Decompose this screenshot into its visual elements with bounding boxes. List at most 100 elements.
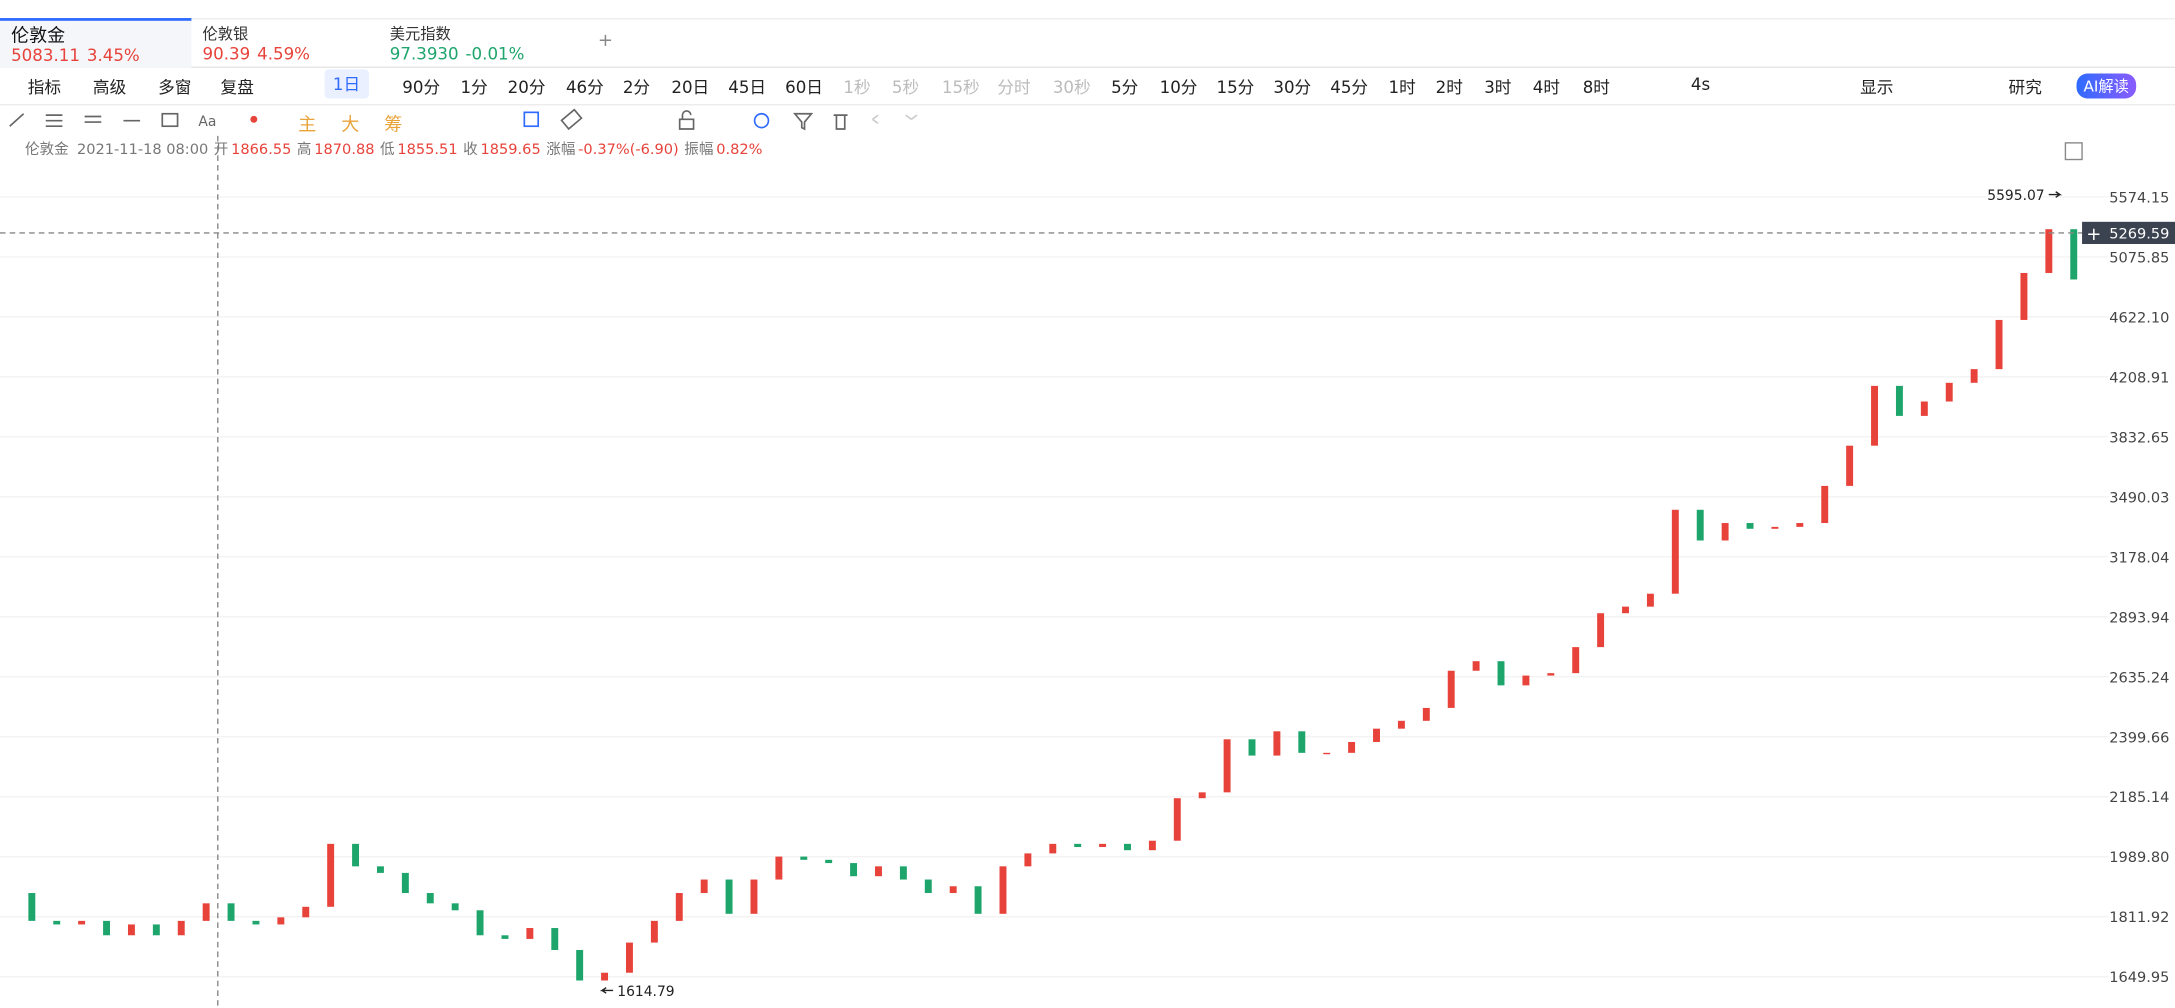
y-tick-label: 2185.14: [2109, 789, 2169, 806]
crosshair-price: 5269.59: [2109, 225, 2169, 242]
tab-quote: 97.3930 -0.01%: [390, 44, 525, 63]
toolbar-button[interactable]: 5分: [1111, 77, 1139, 98]
toolbar-button[interactable]: 研究: [2008, 77, 2042, 98]
icon[interactable]: Aa: [198, 114, 216, 130]
add-tab[interactable]: +: [597, 30, 613, 52]
candle: [177, 920, 185, 936]
icon[interactable]: [793, 112, 814, 131]
tab[interactable]: 伦敦金 5083.11 3.45%: [0, 18, 192, 68]
chip-tool[interactable]: 主: [298, 115, 317, 136]
candle: [501, 935, 509, 939]
candle: [1895, 385, 1903, 416]
field-value: 0.82%: [716, 141, 763, 159]
toolbar-button[interactable]: 指标: [27, 77, 62, 98]
crosshair-plus: +: [2086, 224, 2101, 245]
candle: [327, 843, 335, 907]
toolbar-button[interactable]: 5秒: [891, 77, 920, 98]
tab-change: -0.01%: [465, 44, 525, 64]
candle: [1871, 385, 1878, 446]
candle: [1099, 843, 1107, 848]
toolbar-button[interactable]: 20分: [507, 77, 546, 98]
candle: [825, 859, 833, 864]
toolbar-button[interactable]: 90分: [402, 77, 441, 98]
toolbar-button[interactable]: 1秒: [843, 77, 871, 98]
candle: [127, 924, 135, 936]
toolbar-button[interactable]: 高级: [92, 77, 127, 98]
tab-quote: 5083.11 3.45%: [11, 46, 140, 65]
toolbar-button[interactable]: 2时: [1435, 77, 1463, 98]
icon[interactable]: [871, 114, 918, 125]
candle: [1771, 526, 1779, 529]
toolbar-button[interactable]: 45日: [728, 77, 767, 98]
toolbar-button[interactable]: 显示: [1860, 77, 1894, 98]
toolbar-button[interactable]: 1分: [460, 77, 488, 98]
candle: [1572, 647, 1580, 674]
candle: [1547, 673, 1555, 676]
candle: [1721, 523, 1729, 541]
icon[interactable]: [45, 114, 63, 128]
candle: [551, 928, 559, 950]
tab-quote: 90.39 4.59%: [203, 44, 310, 63]
icon[interactable]: [9, 113, 25, 127]
toolbar-button[interactable]: 30分: [1273, 77, 1312, 98]
icon[interactable]: [523, 111, 540, 128]
toolbar-button[interactable]: 多窗: [158, 77, 192, 98]
field-label: 低: [380, 141, 395, 159]
icon[interactable]: [84, 115, 102, 123]
field-value: 1855.51: [397, 141, 458, 159]
tab-price: 5083.11: [11, 45, 80, 66]
toolbar-button[interactable]: 3时: [1484, 77, 1512, 98]
candle: [1397, 720, 1405, 729]
candle: [103, 920, 111, 936]
candle: [28, 893, 36, 921]
icon[interactable]: [753, 112, 770, 129]
tab[interactable]: 伦敦银 90.39 4.59%: [191, 19, 378, 66]
candle: [352, 843, 360, 867]
candle: [227, 903, 235, 921]
icon[interactable]: [161, 112, 179, 128]
toolbar-button[interactable]: 10分: [1159, 77, 1198, 98]
toolbar-button[interactable]: 4s: [1690, 74, 1711, 95]
ai-button[interactable]: AI解读: [2076, 73, 2136, 99]
toolbar-button[interactable]: 20日: [671, 77, 710, 98]
candle: [700, 879, 708, 894]
icon[interactable]: [678, 110, 695, 130]
candle: [775, 856, 783, 880]
toolbar-button[interactable]: 30秒: [1052, 77, 1091, 98]
toolbar-button[interactable]: 45分: [1330, 77, 1369, 98]
candle: [302, 906, 310, 918]
toolbar-button[interactable]: 复盘: [220, 77, 254, 98]
candle: [1671, 509, 1679, 594]
candle: [625, 942, 633, 973]
toolbar-button[interactable]: 1时: [1388, 77, 1416, 98]
toolbar-button[interactable]: 15秒: [941, 77, 980, 98]
candle: [1846, 445, 1854, 486]
toolbar-button[interactable]: 15分: [1216, 77, 1255, 98]
icon[interactable]: [833, 114, 848, 130]
candle: [974, 886, 982, 914]
candle: [1323, 752, 1331, 755]
candle: [899, 866, 907, 880]
toolbar-button[interactable]: 2分: [622, 77, 651, 98]
tab-bar: 伦敦金 5083.11 3.45% 伦敦银 90.39 4.59% 美元指数 97.3930-…: [0, 18, 2175, 68]
candle: [999, 866, 1007, 914]
crosshair-tag: [2082, 221, 2175, 245]
tab[interactable]: 美元指数 97.3930 -0.01%: [379, 19, 573, 66]
toolbar-button[interactable]: 60日: [785, 77, 823, 98]
toolbar-button[interactable]: 4时: [1532, 77, 1561, 98]
toolbar-button[interactable]: 46分: [565, 77, 604, 98]
y-tick-label: 1811.92: [2109, 909, 2169, 926]
toolbar-button[interactable]: 8时: [1582, 77, 1610, 98]
toolbar-button[interactable]: 1日: [324, 69, 369, 99]
candle: [401, 872, 409, 894]
y-tick-label: 5075.85: [2109, 249, 2169, 266]
candle: [1447, 670, 1455, 708]
field-value: -0.37%(-6.90): [578, 141, 679, 159]
candle: [2020, 272, 2028, 320]
field-label: 涨幅: [546, 141, 576, 159]
chip-tool[interactable]: 筹: [384, 115, 403, 136]
chip-tool[interactable]: 大: [341, 115, 360, 136]
icon[interactable]: [560, 108, 583, 131]
toolbar-button[interactable]: 分时: [997, 77, 1031, 98]
